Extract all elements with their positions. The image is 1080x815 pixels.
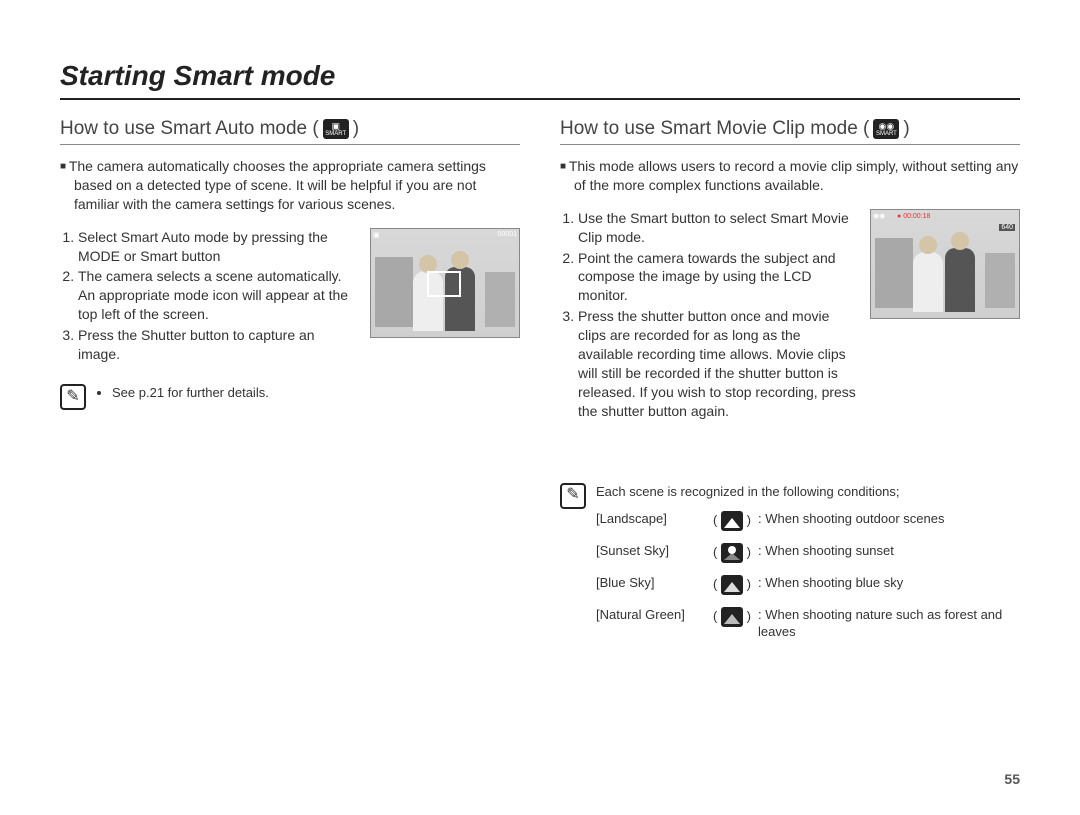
list-item: Point the camera towards the subject and… bbox=[578, 249, 858, 306]
list-item: Press the Shutter button to capture an i… bbox=[78, 326, 358, 364]
smart-auto-note: ✎ See p.21 for further details. bbox=[60, 384, 520, 410]
smart-auto-steps: Select Smart Auto mode by pressing the M… bbox=[60, 228, 358, 364]
note-text: See p.21 for further details. bbox=[112, 384, 269, 402]
scene-label: [Landscape] bbox=[596, 511, 706, 528]
heading-suffix: ) bbox=[903, 118, 909, 140]
smart-movie-intro: This mode allows users to record a movie… bbox=[560, 157, 1020, 195]
scene-desc: When shooting outdoor scenes bbox=[758, 511, 1020, 528]
list-item: Use the Smart button to select Smart Mov… bbox=[578, 209, 858, 247]
scene-conditions-note: ✎ Each scene is recognized in the follow… bbox=[560, 483, 1020, 653]
smart-auto-lcd-preview: ▣ 00001 bbox=[370, 228, 520, 338]
landscape-icon bbox=[721, 511, 743, 531]
focus-box-icon bbox=[427, 271, 461, 297]
scene-desc: When shooting nature such as forest and … bbox=[758, 607, 1020, 641]
sunset-icon bbox=[721, 543, 743, 563]
scene-intro-text: Each scene is recognized in the followin… bbox=[596, 483, 1020, 501]
resolution-badge: 640 bbox=[999, 224, 1015, 231]
natural-green-icon bbox=[721, 607, 743, 627]
scene-row: [Sunset Sky] ( ) When shooting sunset bbox=[596, 543, 1020, 563]
note-icon: ✎ bbox=[60, 384, 86, 410]
rec-indicator-icon: ● 00:00:18 bbox=[897, 213, 930, 220]
smart-movie-mode-icon: ◉◉ SMART bbox=[873, 119, 899, 139]
blue-sky-icon bbox=[721, 575, 743, 595]
smart-movie-lcd-preview: ◉◉ ● 00:00:18 640 bbox=[870, 209, 1020, 319]
scene-row: [Landscape] ( ) When shooting outdoor sc… bbox=[596, 511, 1020, 531]
smart-auto-mode-icon: ▣ SMART bbox=[323, 119, 349, 139]
smart-auto-steps-wrap: Select Smart Auto mode by pressing the M… bbox=[60, 228, 520, 366]
smart-movie-heading: How to use Smart Movie Clip mode ( ◉◉ SM… bbox=[560, 118, 1020, 145]
content-columns: How to use Smart Auto mode ( ▣ SMART ) T… bbox=[60, 118, 1020, 653]
heading-prefix: How to use Smart Movie Clip mode ( bbox=[560, 118, 869, 140]
heading-prefix: How to use Smart Auto mode ( bbox=[60, 118, 319, 140]
heading-suffix: ) bbox=[353, 118, 359, 140]
list-item: Press the shutter button once and movie … bbox=[578, 307, 858, 420]
smart-auto-intro: The camera automatically chooses the app… bbox=[60, 157, 520, 214]
scene-label: [Blue Sky] bbox=[596, 575, 706, 592]
scene-row: [Blue Sky] ( ) When shooting blue sky bbox=[596, 575, 1020, 595]
left-column: How to use Smart Auto mode ( ▣ SMART ) T… bbox=[60, 118, 520, 653]
page-title: Starting Smart mode bbox=[60, 60, 1020, 100]
note-icon: ✎ bbox=[560, 483, 586, 509]
scene-label: [Sunset Sky] bbox=[596, 543, 706, 560]
page-number: 55 bbox=[1004, 771, 1020, 787]
scene-label: [Natural Green] bbox=[596, 607, 706, 624]
scene-row: [Natural Green] ( ) When shooting nature… bbox=[596, 607, 1020, 641]
smart-movie-steps-wrap: Use the Smart button to select Smart Mov… bbox=[560, 209, 1020, 423]
scene-desc: When shooting sunset bbox=[758, 543, 1020, 560]
smart-movie-steps: Use the Smart button to select Smart Mov… bbox=[560, 209, 858, 421]
list-item: The camera selects a scene automatically… bbox=[78, 267, 358, 324]
smart-auto-heading: How to use Smart Auto mode ( ▣ SMART ) bbox=[60, 118, 520, 145]
list-item: Select Smart Auto mode by pressing the M… bbox=[78, 228, 358, 266]
right-column: How to use Smart Movie Clip mode ( ◉◉ SM… bbox=[560, 118, 1020, 653]
scene-table: [Landscape] ( ) When shooting outdoor sc… bbox=[596, 511, 1020, 641]
scene-desc: When shooting blue sky bbox=[758, 575, 1020, 592]
